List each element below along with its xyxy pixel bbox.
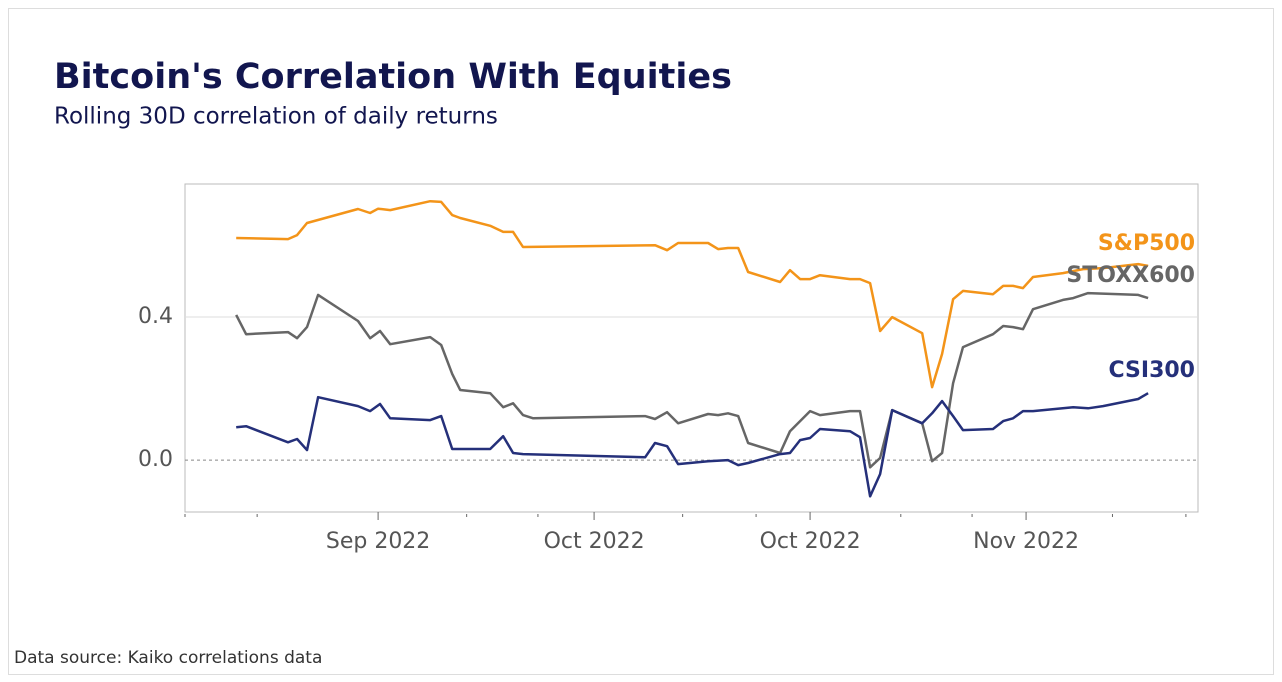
chart-subtitle: Rolling 30D correlation of daily returns xyxy=(54,104,498,130)
series-label: STOXX600 xyxy=(1066,263,1195,288)
series-line xyxy=(236,392,1149,498)
plot-area xyxy=(184,183,1199,513)
y-tick-label: 0.4 xyxy=(138,304,173,329)
series-label: S&P500 xyxy=(1098,231,1195,256)
x-tick-label: Oct 2022 xyxy=(760,529,861,554)
x-tick-label: Oct 2022 xyxy=(544,529,645,554)
series-line xyxy=(235,291,1149,469)
x-tick-label: Nov 2022 xyxy=(973,529,1079,554)
frame xyxy=(8,8,1274,675)
y-tick-label: 0.0 xyxy=(138,447,173,472)
x-tick-label: Sep 2022 xyxy=(326,529,430,554)
series-line xyxy=(236,199,1149,389)
chart-title: Bitcoin's Correlation With Equities xyxy=(54,57,732,97)
source: Data source: Kaiko correlations data xyxy=(14,648,322,668)
series-label: CSI300 xyxy=(1108,358,1195,383)
